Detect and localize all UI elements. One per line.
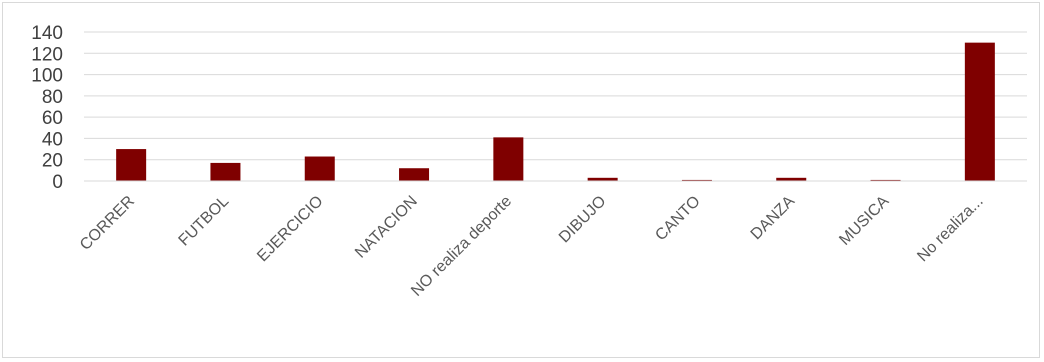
- bar: [964, 42, 995, 182]
- bar: [776, 177, 807, 181]
- x-tick-label: CORRER: [77, 193, 138, 254]
- bar: [399, 168, 430, 181]
- x-tick-label: EJERCICIO: [254, 193, 326, 265]
- bar: [304, 156, 335, 181]
- y-tick-label: 80: [42, 87, 63, 108]
- bar: [210, 162, 241, 181]
- y-tick-label: 40: [42, 129, 63, 150]
- x-tick-label: NATACION: [352, 193, 421, 262]
- gridlines: [84, 31, 1027, 161]
- y-tick-label: 100: [31, 66, 63, 87]
- bar: [116, 149, 147, 181]
- bars: [116, 42, 995, 182]
- bar: [870, 179, 901, 181]
- y-tick-label: 60: [42, 108, 63, 129]
- y-tick-label: 120: [31, 44, 63, 65]
- x-tick-label: NO realiza deporte: [408, 193, 515, 300]
- y-tick-label: 0: [52, 172, 63, 193]
- x-tick-label: CANTO: [652, 193, 703, 244]
- x-tick-label: MUSICA: [836, 193, 892, 249]
- y-tick-label: 140: [31, 23, 63, 44]
- bar: [587, 177, 618, 181]
- x-tick-label: DIBUJO: [556, 193, 610, 247]
- x-tick-label: No realiza...: [914, 193, 986, 265]
- x-tick-label: DANZA: [748, 193, 799, 244]
- bar: [681, 179, 712, 181]
- y-tick-label: 20: [42, 151, 63, 172]
- x-tick-label: FUTBOL: [176, 193, 233, 250]
- bar: [493, 137, 524, 181]
